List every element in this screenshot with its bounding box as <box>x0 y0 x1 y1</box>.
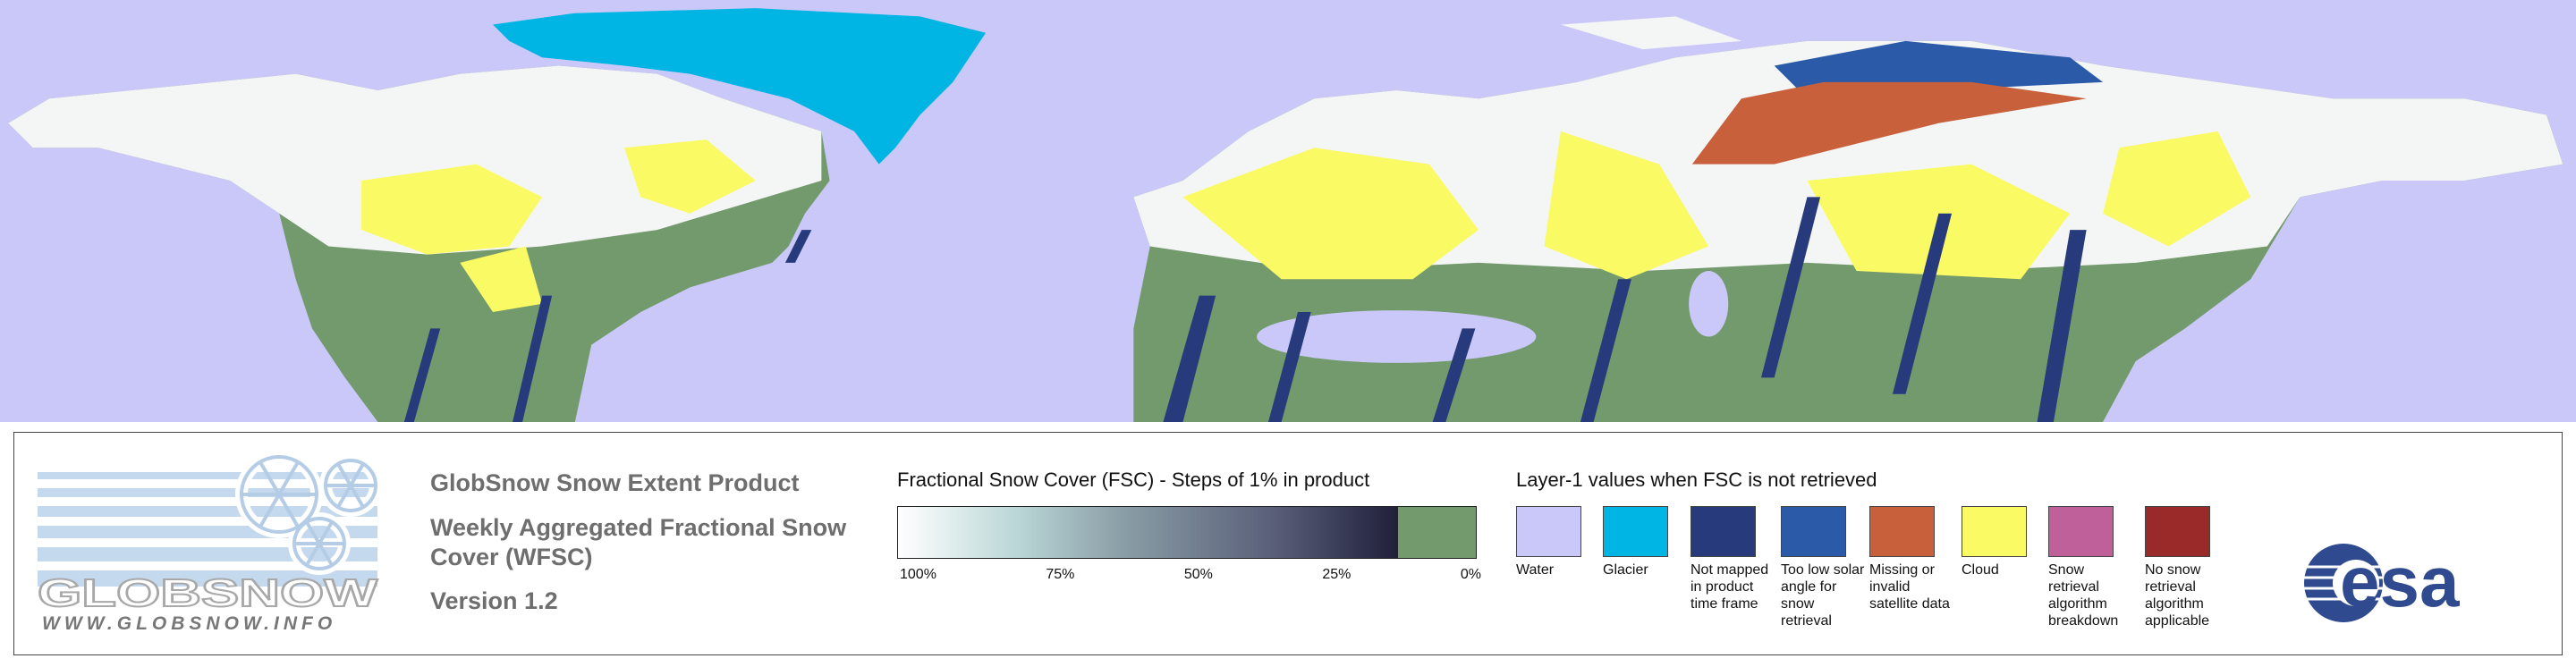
esa-logo: esa <box>2304 542 2460 622</box>
legend-label: Snow retrieval algorithm breakdown <box>2048 562 2119 629</box>
legend-swatch <box>1690 506 1756 557</box>
product-subtitle: Weekly Aggregated Fractional Snow Cover … <box>430 514 847 570</box>
legend-label: Cloud <box>1962 562 1999 578</box>
legend-swatch <box>2048 506 2114 557</box>
legend-swatch <box>1603 506 1668 557</box>
legend-label: Not mapped in product time frame <box>1690 562 1769 612</box>
fsc-tick-label: 100% <box>900 567 936 582</box>
legend-panel <box>13 432 2563 655</box>
legend-label: Water <box>1516 562 1555 578</box>
fsc-no-snow <box>1397 506 1477 559</box>
fsc-legend-title: Fractional Snow Cover (FSC) - Steps of 1… <box>897 469 1370 491</box>
legend-label: Missing or invalid satellite data <box>1869 562 1950 612</box>
legend-swatch <box>1962 506 2027 557</box>
product-title: GlobSnow Snow Extent Product <box>430 469 800 496</box>
snow-map <box>0 0 2576 422</box>
product-version: Version 1.2 <box>430 587 558 614</box>
esa-text: esa <box>2340 542 2460 621</box>
layer1-legend-title: Layer-1 values when FSC is not retrieved <box>1516 469 1877 491</box>
legend-swatch <box>2145 506 2210 557</box>
legend-label: Too low solar angle for snow retrieval <box>1781 562 1865 629</box>
fsc-gradient <box>897 506 1398 559</box>
logo-name: GLOBSNOW <box>38 571 378 615</box>
legend-swatch <box>1869 506 1935 557</box>
fsc-tick-label: 50% <box>1183 567 1213 582</box>
logo-url: WWW.GLOBSNOW.INFO <box>42 613 336 634</box>
legend-label: Glacier <box>1603 562 1648 578</box>
legend-swatch <box>1516 506 1581 557</box>
fsc-tick-label: 75% <box>1046 567 1075 582</box>
globsnow-logo: GLOBSNOW WWW.GLOBSNOW.INFO <box>37 451 382 634</box>
fsc-tick-label: 25% <box>1322 567 1352 582</box>
layer1-legend: Water Glacier Not mapped in product time f… <box>1516 506 2232 640</box>
legend-label: No snow retrieval algorithm applicable <box>2145 562 2210 629</box>
fsc-tick-label: 0% <box>1460 567 1481 582</box>
fsc-ticks: 100% 75% 50% 25% 0% <box>900 567 1481 583</box>
legend-swatch <box>1781 506 1846 557</box>
